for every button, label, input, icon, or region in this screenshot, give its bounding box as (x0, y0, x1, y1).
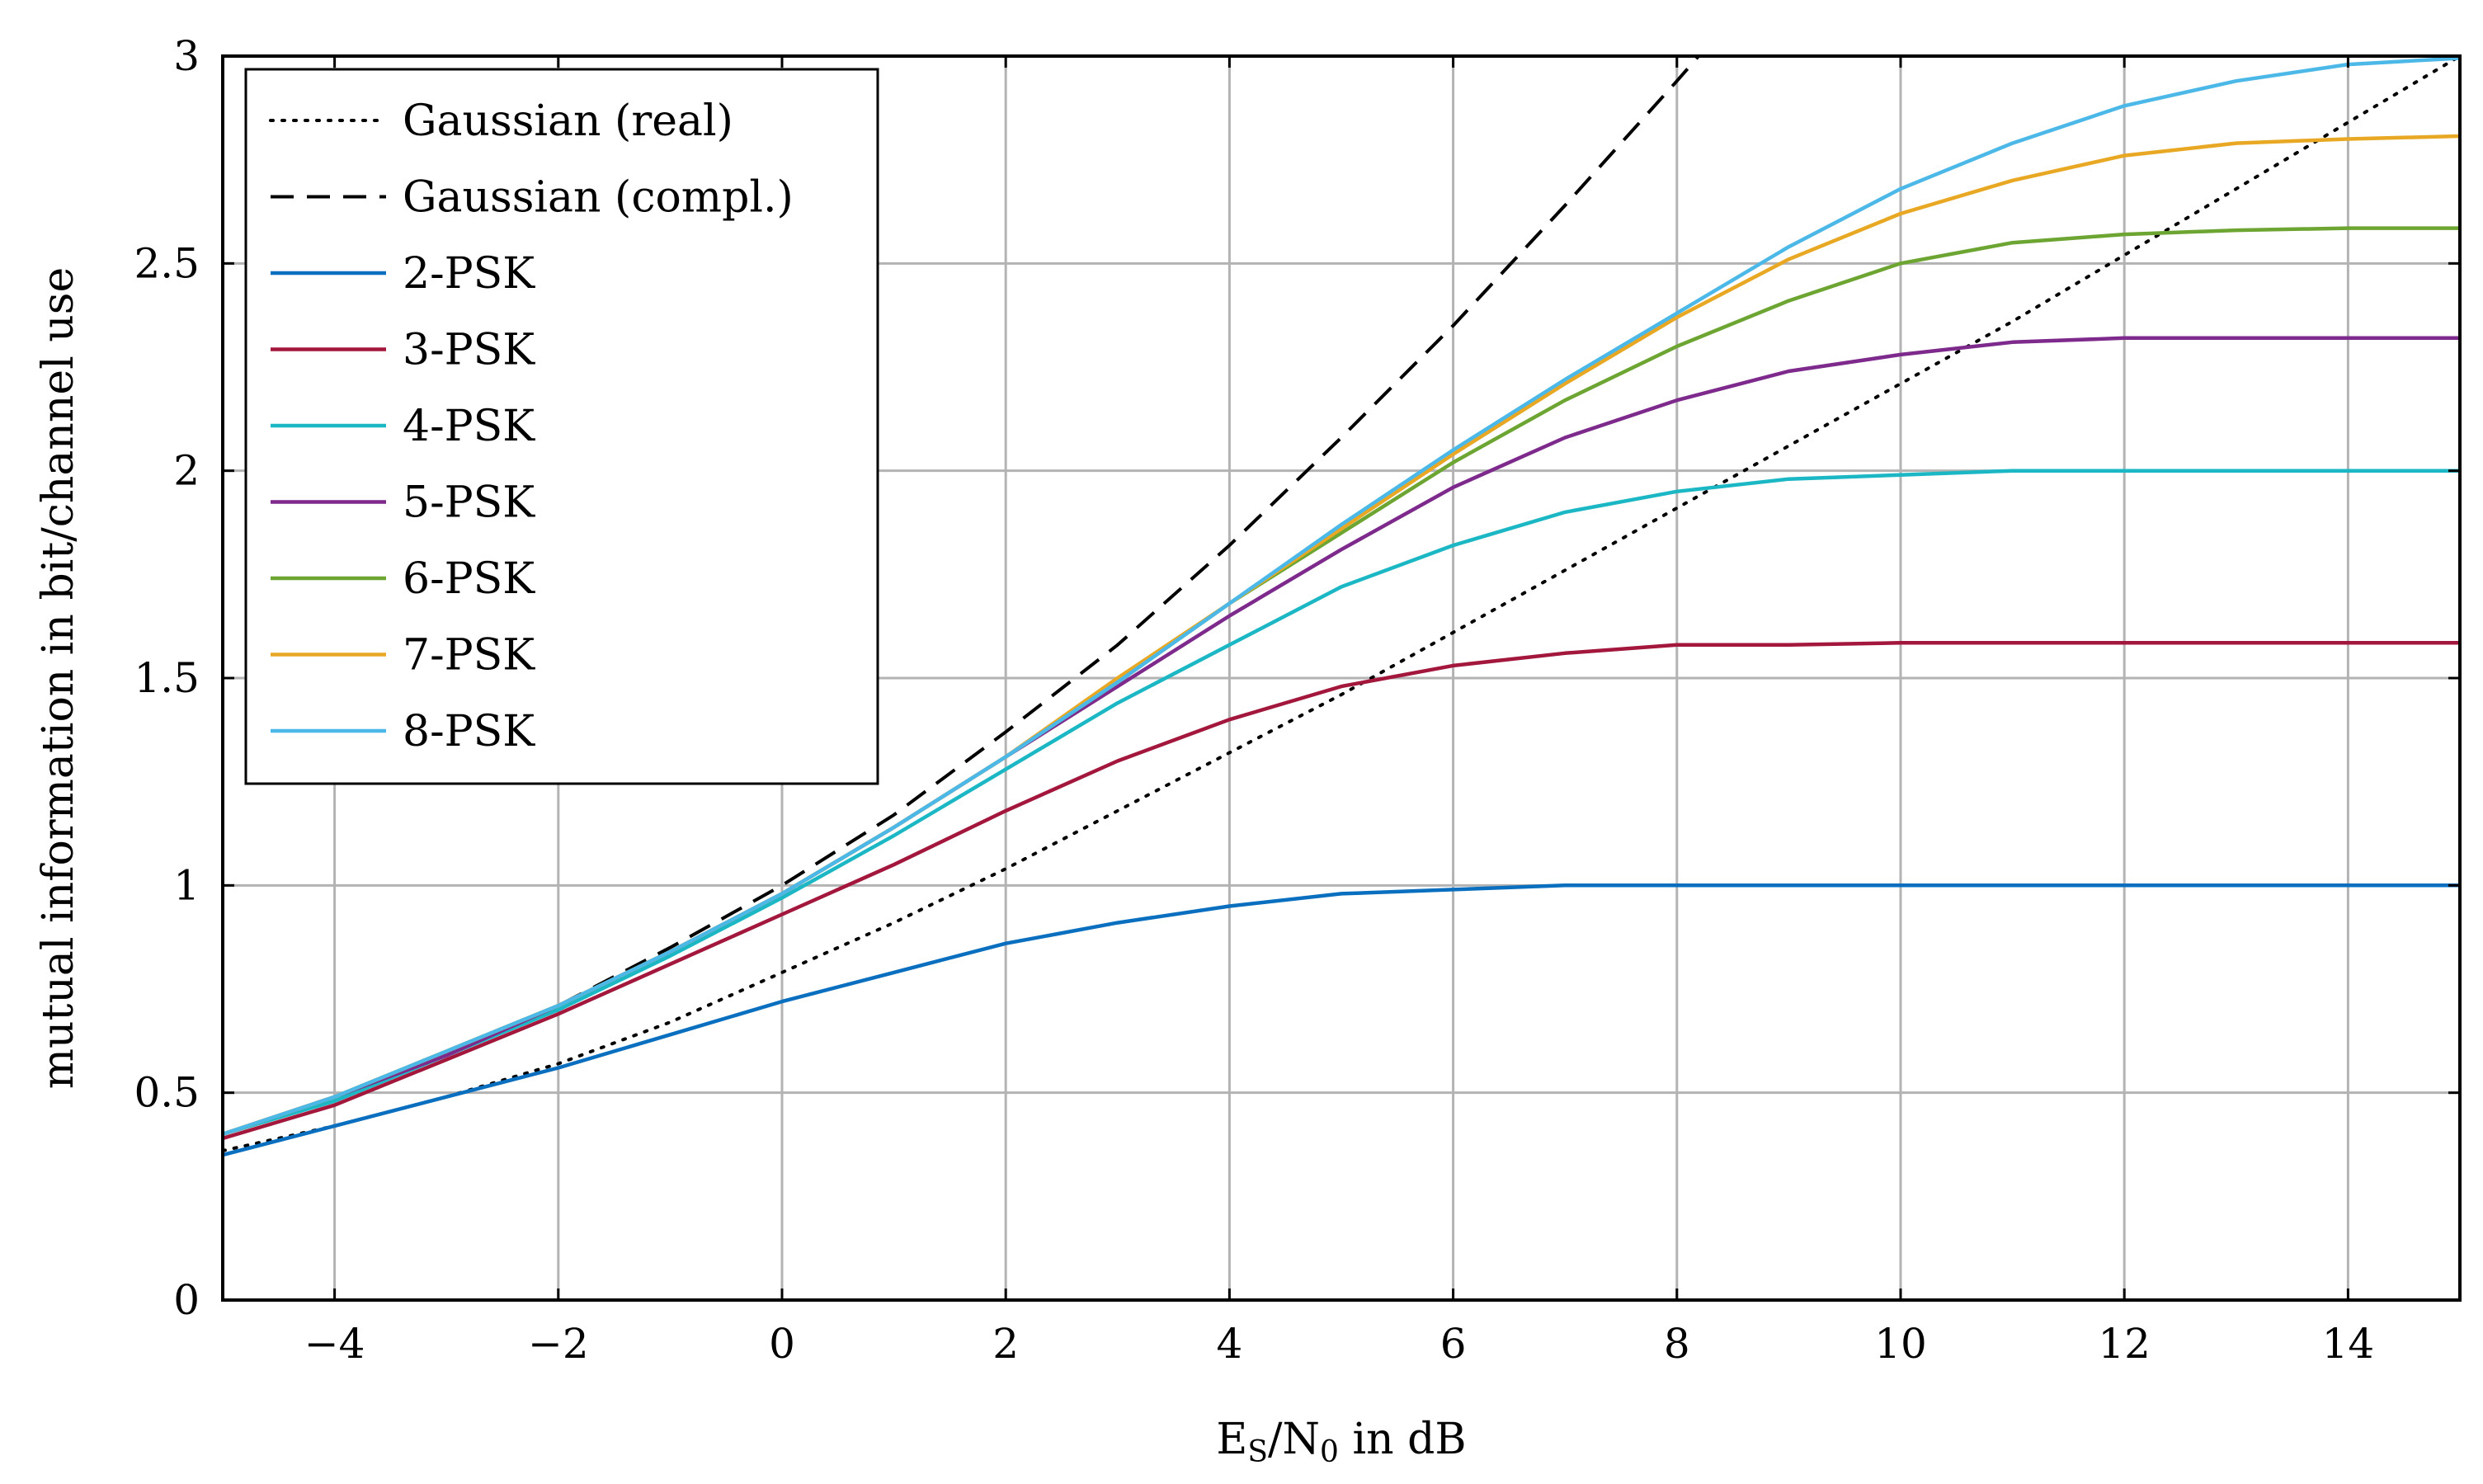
legend-label-7-psk: 7-PSK (403, 631, 535, 681)
legend-label-4-psk: 4-PSK (403, 402, 535, 451)
legend-label-gaussian-real: Gaussian (real) (403, 97, 733, 146)
legend-label-5-psk: 5-PSK (403, 478, 535, 528)
x-tick-label: 4 (1216, 1320, 1242, 1368)
x-tick-label: −2 (528, 1320, 589, 1368)
axis-ticks: −4 −2 0 2 4 6 8 10 12 14 0 0.5 1 1.5 2 2.5 3 (134, 32, 2460, 1368)
y-axis-label: mutual information in bit/channel use (34, 267, 83, 1090)
x-axis-label-rest: in dB (1339, 1415, 1467, 1464)
legend-label-2-psk: 2-PSK (403, 249, 535, 299)
y-tick-label: 3 (173, 32, 200, 80)
y-tick-label: 2 (173, 447, 200, 495)
series-line-3-psk (223, 641, 2460, 1141)
x-tick-label: 14 (2322, 1320, 2375, 1368)
x-tick-label: −4 (304, 1320, 365, 1368)
x-axis-label-sub-s: S (1247, 1435, 1268, 1469)
x-tick-label: 12 (2098, 1320, 2151, 1368)
y-tick-label: 1 (173, 861, 200, 909)
y-tick-label: 1.5 (134, 654, 200, 702)
legend-label-gaussian-compl: Gaussian (compl.) (403, 173, 794, 223)
y-tick-label: 0 (173, 1276, 200, 1324)
x-tick-label: 0 (769, 1320, 795, 1368)
series-line-8-psk (223, 56, 2460, 1137)
x-axis-label-e: E (1216, 1415, 1247, 1464)
legend: Gaussian (real) Gaussian (compl.) 2-PSK 3-P… (244, 68, 879, 785)
series-line-2-psk (223, 883, 2460, 1157)
y-tick-label: 2.5 (134, 239, 200, 287)
series-line-gaussian-real (223, 56, 2460, 1152)
legend-label-6-psk: 6-PSK (403, 554, 535, 604)
x-axis-label-slash-n: /N (1268, 1415, 1320, 1464)
x-tick-label: 6 (1440, 1320, 1467, 1368)
x-tick-label: 2 (992, 1320, 1019, 1368)
x-tick-label: 10 (1874, 1320, 1927, 1368)
y-tick-label: 0.5 (134, 1069, 200, 1117)
x-axis-label-sub-0: 0 (1320, 1435, 1339, 1469)
series-layer (223, 56, 2460, 1157)
legend-label-3-psk: 3-PSK (403, 326, 535, 375)
x-tick-label: 8 (1664, 1320, 1690, 1368)
x-axis-label: ES/N0 in dB (1216, 1415, 1466, 1469)
legend-label-8-psk: 8-PSK (403, 707, 535, 756)
series-line-gaussian-compl (223, 56, 1701, 1136)
series-line-4-psk (223, 469, 2460, 1137)
